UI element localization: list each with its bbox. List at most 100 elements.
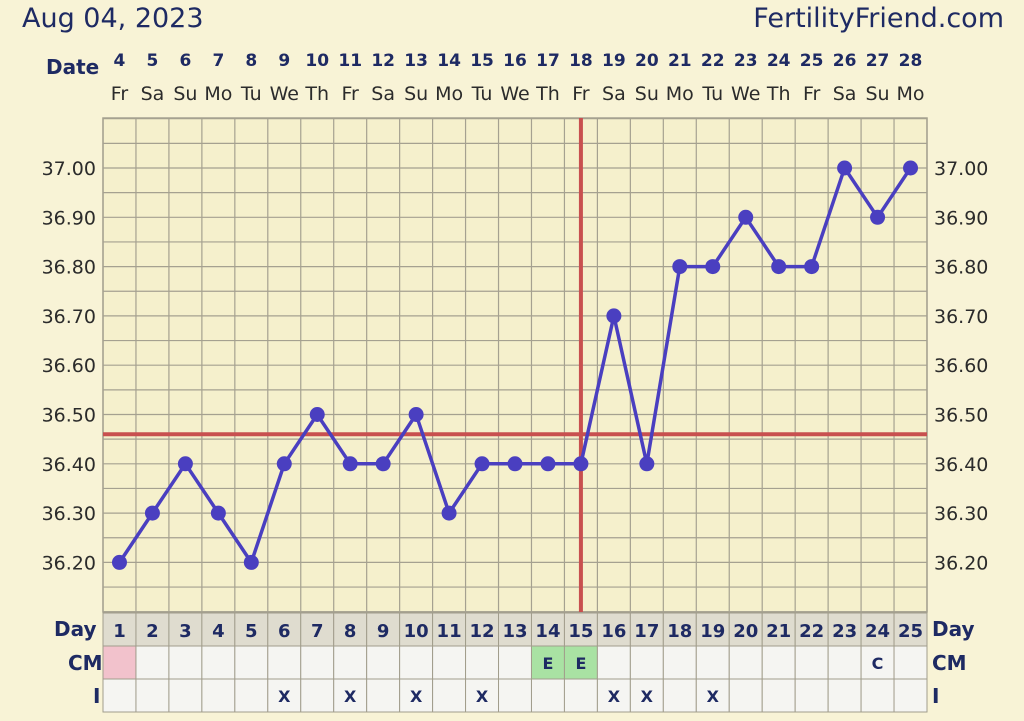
y-tick-label-right: 37.00 bbox=[934, 158, 988, 180]
temperature-point bbox=[606, 308, 622, 324]
date-number: 22 bbox=[701, 51, 725, 71]
y-tick-label-right: 36.40 bbox=[934, 454, 988, 476]
temperature-point bbox=[507, 456, 523, 472]
date-number: 20 bbox=[635, 51, 659, 71]
temperature-point bbox=[540, 456, 556, 472]
intercourse-mark: X bbox=[641, 687, 654, 706]
cycle-day-number: 6 bbox=[278, 621, 291, 642]
temperature-point bbox=[210, 505, 226, 521]
i-cell bbox=[563, 678, 598, 713]
i-cell bbox=[333, 678, 368, 713]
date-number: 27 bbox=[866, 51, 890, 71]
temperature-point bbox=[276, 456, 292, 472]
weekday-label: Su bbox=[404, 83, 428, 105]
y-tick-label-left: 36.30 bbox=[42, 503, 96, 525]
temperature-point bbox=[672, 259, 688, 275]
cycle-day-number: 17 bbox=[634, 621, 659, 642]
y-tick-label-left: 36.80 bbox=[42, 257, 96, 279]
cycle-day-number: 24 bbox=[865, 621, 890, 642]
i-cell bbox=[662, 678, 697, 713]
site-brand: FertilityFriend.com bbox=[753, 3, 1004, 34]
i-row-label-left: I bbox=[93, 684, 100, 708]
weekday-label: Mo bbox=[897, 83, 925, 105]
i-cell bbox=[827, 678, 862, 713]
date-number: 4 bbox=[114, 51, 126, 71]
day-cell bbox=[498, 612, 532, 647]
cycle-day-number: 8 bbox=[344, 621, 357, 642]
temperature-point bbox=[573, 456, 589, 472]
temperature-point bbox=[474, 456, 490, 472]
y-tick-label-left: 36.60 bbox=[42, 355, 96, 377]
temperature-point bbox=[375, 456, 391, 472]
cm-cell bbox=[695, 645, 730, 680]
cm-cell bbox=[201, 645, 236, 680]
i-cell bbox=[761, 678, 796, 713]
chart-date-title: Aug 04, 2023 bbox=[22, 3, 204, 34]
weekday-label: Fr bbox=[803, 83, 821, 105]
cycle-day-number: 25 bbox=[898, 621, 923, 642]
day-cell bbox=[432, 612, 467, 647]
cycle-day-number: 11 bbox=[437, 621, 462, 642]
intercourse-mark: X bbox=[608, 687, 621, 706]
cycle-day-number: 20 bbox=[733, 621, 758, 642]
intercourse-mark: X bbox=[707, 687, 720, 706]
temperature-point bbox=[705, 259, 721, 275]
cm-cell bbox=[596, 645, 631, 680]
weekday-label: Tu bbox=[240, 83, 262, 105]
date-number: 17 bbox=[536, 51, 560, 71]
y-tick-label-left: 36.90 bbox=[42, 207, 96, 229]
i-cell bbox=[267, 678, 302, 713]
temperature-point bbox=[441, 505, 457, 521]
i-cell bbox=[794, 678, 829, 713]
cm-cell bbox=[102, 645, 137, 680]
temperature-point bbox=[804, 259, 820, 275]
cycle-day-number: 14 bbox=[535, 621, 560, 642]
weekday-label: Th bbox=[304, 83, 329, 105]
day-cell bbox=[662, 612, 697, 647]
cycle-day-number: 12 bbox=[470, 621, 495, 642]
i-cell bbox=[234, 678, 269, 713]
weekday-label: Fr bbox=[342, 83, 360, 105]
date-row-label: Date bbox=[46, 55, 99, 79]
date-number: 10 bbox=[305, 51, 329, 71]
i-cell bbox=[102, 678, 137, 713]
i-cell bbox=[728, 678, 763, 713]
date-number: 7 bbox=[212, 51, 224, 71]
y-tick-label-left: 36.70 bbox=[42, 306, 96, 328]
temperature-point bbox=[111, 554, 127, 570]
i-cell bbox=[695, 678, 730, 713]
date-number: 8 bbox=[245, 51, 257, 71]
temperature-point bbox=[738, 209, 754, 225]
cm-cell bbox=[530, 645, 565, 680]
day-cell bbox=[366, 612, 401, 647]
date-number: 26 bbox=[833, 51, 857, 71]
day-cell bbox=[827, 612, 862, 647]
y-tick-label-right: 36.60 bbox=[934, 355, 988, 377]
cm-cell bbox=[662, 645, 697, 680]
cm-cell bbox=[366, 645, 401, 680]
y-tick-label-right: 36.50 bbox=[934, 405, 988, 427]
weekday-label: Tu bbox=[471, 83, 493, 105]
day-cell bbox=[168, 612, 203, 647]
day-cell bbox=[893, 612, 928, 647]
plot-border bbox=[102, 117, 928, 613]
cm-cell bbox=[300, 645, 335, 680]
temperature-point bbox=[837, 160, 853, 176]
date-number: 16 bbox=[503, 51, 527, 71]
cm-cell bbox=[794, 645, 829, 680]
cycle-day-number: 21 bbox=[766, 621, 791, 642]
cm-cell bbox=[432, 645, 467, 680]
day-cell bbox=[201, 612, 236, 647]
i-cell bbox=[432, 678, 467, 713]
cm-cell bbox=[728, 645, 763, 680]
cycle-day-number: 22 bbox=[799, 621, 824, 642]
temperature-point bbox=[771, 259, 787, 275]
cycle-day-number: 1 bbox=[113, 621, 126, 642]
y-tick-label-left: 37.00 bbox=[42, 158, 96, 180]
day-cell bbox=[695, 612, 730, 647]
date-number: 15 bbox=[470, 51, 494, 71]
cm-cell bbox=[234, 645, 269, 680]
i-cell bbox=[498, 678, 532, 713]
i-row-label-right: I bbox=[932, 684, 939, 708]
